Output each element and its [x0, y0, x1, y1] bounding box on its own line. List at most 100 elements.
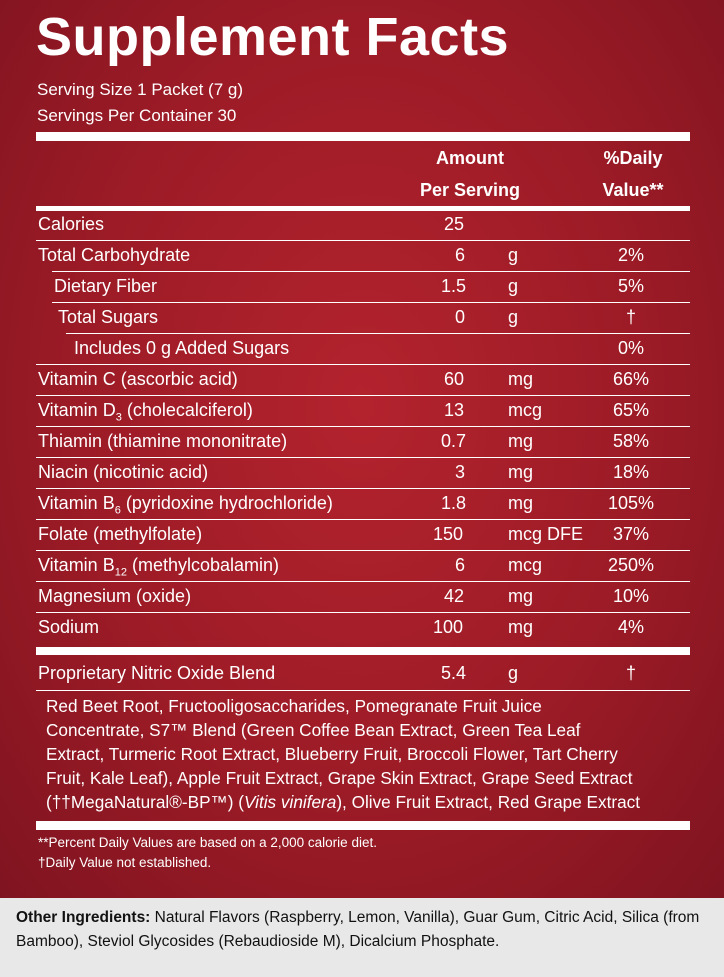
- nutrient-dv: 0%: [617, 338, 644, 358]
- blend-line: Concentrate, S7™ Blend (Green Coffee Bea…: [46, 720, 581, 740]
- nutrient-unit: mcg: [508, 555, 543, 575]
- nutrient-name: Vitamin D3 (cholecalciferol): [38, 400, 253, 424]
- nutrient-name: Sodium: [38, 617, 100, 637]
- nutrient-unit: g: [508, 663, 519, 683]
- nutrient-amount: 100: [433, 617, 464, 637]
- nutrient-amount: 60: [444, 369, 465, 389]
- nutrient-amount: 42: [444, 586, 465, 606]
- nutrient-dv: 37%: [612, 524, 650, 544]
- nutrient-dv: †: [625, 307, 636, 327]
- nutrient-name: Calories: [38, 214, 105, 234]
- nutrient-dv: 65%: [612, 400, 650, 420]
- nutrient-amount: 25: [444, 214, 465, 234]
- nutrient-unit: mcg DFE: [508, 524, 584, 544]
- nutrient-unit: mg: [508, 493, 534, 513]
- amount-header-line2: Per Serving: [419, 180, 521, 200]
- nutrient-name: Vitamin B12 (methylcobalamin): [38, 555, 280, 579]
- row-divider: [66, 333, 690, 334]
- other-ingredients-label: Other Ingredients:: [16, 909, 151, 926]
- nutrient-name: Magnesium (oxide): [38, 586, 192, 606]
- footnote-not-established: †Daily Value not established.: [38, 855, 212, 870]
- nutrient-amount: 5.4: [441, 663, 467, 683]
- row-divider: [36, 364, 690, 365]
- row-divider: [52, 302, 690, 303]
- nutrient-dv: 250%: [607, 555, 655, 575]
- nutrient-dv: 66%: [612, 369, 650, 389]
- nutrient-row-total-sugars: Total Sugars 0 g †: [36, 303, 690, 334]
- nutrient-name: Includes 0 g Added Sugars: [74, 338, 290, 358]
- nutrient-row-vitamin-d3: Vitamin D3 (cholecalciferol) 13 mcg 65%: [36, 396, 690, 427]
- other-ingredients-text: Natural Flavors (Raspberry, Lemon, Vanil…: [16, 909, 700, 950]
- thick-rule-top: [36, 132, 690, 141]
- nutrient-amount: 1.8: [441, 493, 467, 513]
- nutrient-row-dietary-fiber: Dietary Fiber 1.5 g 5%: [36, 272, 690, 303]
- nutrient-name: Total Sugars: [58, 307, 159, 327]
- nutrient-dv: 4%: [617, 617, 644, 637]
- nutrient-row-folate: Folate (methylfolate) 150 mcg DFE 37%: [36, 520, 690, 551]
- nutrient-unit: g: [508, 307, 519, 327]
- nutrient-dv: 2%: [617, 245, 644, 265]
- blend-line: Fruit, Kale Leaf), Apple Fruit Extract, …: [46, 768, 633, 788]
- nutrient-unit: mg: [508, 431, 534, 451]
- nutrient-amount: 3: [455, 462, 466, 482]
- nutrient-row-total-carbohydrate: Total Carbohydrate 6 g 2%: [36, 241, 690, 272]
- nutrient-amount: 13: [444, 400, 465, 420]
- blend-rule: [36, 690, 690, 691]
- row-divider: [36, 550, 690, 551]
- row-divider: [36, 240, 690, 241]
- nutrient-name: Folate (methylfolate): [38, 524, 203, 544]
- row-divider: [36, 581, 690, 582]
- row-divider: [36, 457, 690, 458]
- thick-rule-blend: [36, 647, 690, 655]
- nutrient-dv: †: [625, 663, 636, 683]
- nutrient-row-vitamin-b6: Vitamin B6 (pyridoxine hydrochloride) 1.…: [36, 489, 690, 520]
- nutrient-row-proprietary-blend: Proprietary Nitric Oxide Blend 5.4 g †: [36, 659, 690, 690]
- row-divider: [36, 488, 690, 489]
- nutrient-row-sodium: Sodium 100 mg 4%: [36, 613, 690, 644]
- nutrient-unit: mg: [508, 462, 534, 482]
- nutrient-name: Vitamin B6 (pyridoxine hydrochloride): [38, 493, 333, 517]
- nutrient-unit: g: [508, 245, 519, 265]
- row-divider: [36, 519, 690, 520]
- nutrient-dv: 10%: [612, 586, 650, 606]
- blend-line: Extract, Turmeric Root Extract, Blueberr…: [46, 744, 618, 764]
- nutrient-name: Vitamin C (ascorbic acid): [38, 369, 238, 389]
- row-divider: [36, 426, 690, 427]
- nutrient-unit: mcg: [508, 400, 543, 420]
- nutrient-name: Niacin (nicotinic acid): [38, 462, 209, 482]
- nutrient-dv: 5%: [617, 276, 644, 296]
- nutrient-name: Thiamin (thiamine mononitrate): [38, 431, 288, 451]
- nutrient-dv: 58%: [612, 431, 650, 451]
- other-ingredients: Other Ingredients: Natural Flavors (Rasp…: [16, 906, 716, 954]
- blend-line: Red Beet Root, Fructooligosaccharides, P…: [46, 696, 542, 716]
- blend-ingredients: Red Beet Root, Fructooligosaccharides, P…: [46, 694, 686, 814]
- nutrient-amount: 6: [455, 245, 466, 265]
- nutrient-name: Proprietary Nitric Oxide Blend: [38, 663, 276, 683]
- nutrient-row-thiamin: Thiamin (thiamine mononitrate) 0.7 mg 58…: [36, 427, 690, 458]
- nutrient-amount: 1.5: [441, 276, 467, 296]
- nutrient-unit: mg: [508, 586, 534, 606]
- nutrient-row-vitamin-c: Vitamin C (ascorbic acid) 60 mg 66%: [36, 365, 690, 396]
- dv-header-line2: Value**: [602, 180, 664, 200]
- panel-title: Supplement Facts: [36, 7, 510, 67]
- nutrient-amount: 0: [455, 307, 466, 327]
- nutrient-unit: mg: [508, 369, 534, 389]
- nutrient-name: Dietary Fiber: [54, 276, 158, 296]
- nutrient-name: Total Carbohydrate: [38, 245, 191, 265]
- amount-header-line1: Amount: [436, 148, 504, 168]
- row-divider: [36, 395, 690, 396]
- nutrient-row-calories: Calories 25: [36, 210, 690, 241]
- nutrient-row-vitamin-b12: Vitamin B12 (methylcobalamin) 6 mcg 250%: [36, 551, 690, 582]
- nutrient-row-added-sugars: Includes 0 g Added Sugars 0%: [36, 334, 690, 365]
- blend-line: (††MegaNatural®-BP™) (Vitis vinifera), O…: [46, 792, 641, 812]
- header-rule: [36, 206, 690, 211]
- row-divider: [52, 271, 690, 272]
- nutrient-row-niacin: Niacin (nicotinic acid) 3 mg 18%: [36, 458, 690, 489]
- nutrient-unit: g: [508, 276, 519, 296]
- nutrient-row-magnesium: Magnesium (oxide) 42 mg 10%: [36, 582, 690, 613]
- servings-per-container: Servings Per Container 30: [37, 106, 237, 125]
- thick-rule-bottom: [36, 821, 690, 830]
- supplement-facts-panel: Supplement Facts Serving Size 1 Packet (…: [0, 0, 724, 898]
- serving-size: Serving Size 1 Packet (7 g): [37, 80, 243, 99]
- row-divider: [36, 612, 690, 613]
